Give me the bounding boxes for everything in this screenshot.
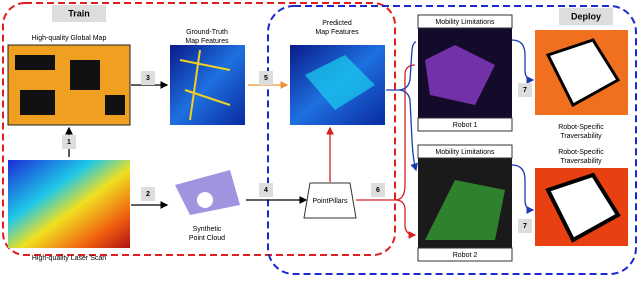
step-number: 4 <box>264 187 268 194</box>
predicted-detail <box>305 55 375 110</box>
gt-label: Map Features <box>185 38 229 45</box>
global-map-label: High-quality Global Map <box>32 35 107 42</box>
step-number: 2 <box>146 191 150 198</box>
robot-header-box <box>417 144 513 159</box>
step-box <box>141 187 155 201</box>
arrows <box>65 39 535 235</box>
images <box>7 28 628 248</box>
step-number: 1 <box>67 139 71 146</box>
deploy-tag <box>559 8 613 25</box>
cloud-label: Synthetic <box>193 226 222 233</box>
deploy-region <box>267 5 637 275</box>
arrow <box>511 164 535 214</box>
robot-name: Robot 2 <box>453 252 478 259</box>
arrow <box>386 41 416 170</box>
pointpillars-box <box>303 182 357 219</box>
robot-name: Robot 1 <box>453 122 478 129</box>
predicted-label: Map Features <box>315 29 359 36</box>
step-number: 5 <box>264 75 268 82</box>
arrow <box>511 39 535 84</box>
step-number: 3 <box>146 75 150 82</box>
robot-name-box <box>417 117 513 132</box>
step-number: 6 <box>376 187 380 194</box>
trav1-detail <box>545 38 621 108</box>
deploy-label: Deploy <box>571 11 601 21</box>
gt-features-detail <box>179 49 231 121</box>
robot-name-box <box>417 247 513 262</box>
output-label: Traversability <box>560 133 602 140</box>
output-label: Robot-Specific <box>558 149 604 156</box>
step-box <box>371 183 385 197</box>
cloud-label: Point Cloud <box>189 235 225 242</box>
step-box <box>259 71 273 85</box>
step-box <box>259 183 273 197</box>
output-label: Traversability <box>560 158 602 165</box>
arrow <box>356 64 415 235</box>
gt-label: Ground-Truth <box>186 29 228 36</box>
robot-header: Mobility Limitations <box>435 19 495 26</box>
gt-features-image <box>170 45 245 125</box>
predicted-label: Predicted <box>322 20 352 27</box>
point-cloud-hole <box>197 192 213 208</box>
trav2-detail <box>545 172 621 243</box>
step-box <box>518 219 532 233</box>
laser-scan-label: High-quality Laser Scan <box>32 255 106 262</box>
global-map-detail <box>15 55 125 115</box>
robot-header-box <box>417 14 513 29</box>
labels: High-quality Global Map High-quality Las… <box>32 14 604 262</box>
step-box <box>141 71 155 85</box>
output-label: Robot-Specific <box>558 124 604 131</box>
train-tag <box>52 5 106 22</box>
step-number: 7 <box>523 223 527 230</box>
robot2-detail <box>425 180 505 240</box>
step-box <box>62 135 76 149</box>
step-number: 7 <box>523 87 527 94</box>
pointpillars-label: PointPillars <box>312 198 348 205</box>
steps: 1 2 3 4 5 6 7 7 <box>62 71 532 233</box>
laser-scan-image <box>8 160 130 248</box>
robot-header: Mobility Limitations <box>435 149 495 156</box>
step-box <box>518 83 532 97</box>
regions: Train Deploy <box>2 2 637 275</box>
train-label: Train <box>68 8 90 18</box>
train-region <box>2 2 396 256</box>
robot1-detail <box>425 45 495 105</box>
